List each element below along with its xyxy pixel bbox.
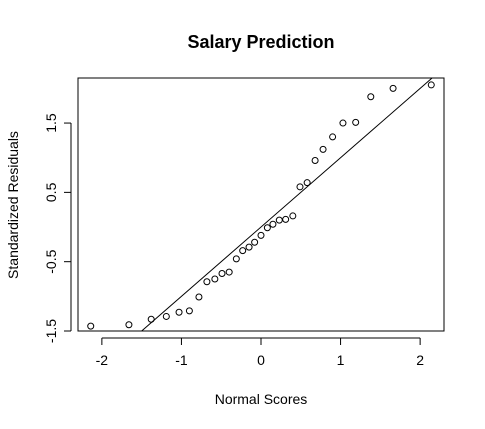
- reference-line: [140, 78, 433, 331]
- x-tick-label: 0: [257, 352, 265, 368]
- data-point: [218, 269, 226, 277]
- chart-title: Salary Prediction: [187, 32, 334, 52]
- data-point: [296, 183, 304, 191]
- data-point: [203, 278, 211, 286]
- y-tick-label: -0.5: [43, 249, 59, 273]
- data-point: [311, 156, 319, 164]
- data-point: [251, 238, 259, 246]
- data-point: [147, 315, 155, 323]
- data-point: [87, 322, 95, 330]
- data-point: [125, 321, 133, 329]
- x-tick-label: 1: [337, 352, 345, 368]
- y-axis-label: Standardized Residuals: [5, 131, 21, 279]
- data-point: [232, 255, 240, 263]
- data-point: [329, 133, 337, 141]
- data-point: [211, 275, 219, 283]
- data-point: [303, 179, 311, 187]
- y-tick-label: 1.5: [43, 113, 59, 133]
- data-point: [275, 216, 283, 224]
- reference-line-layer: [140, 78, 433, 331]
- data-point: [175, 308, 183, 316]
- y-tick-label: 0.5: [43, 182, 59, 202]
- data-point: [289, 212, 297, 220]
- x-axis-label: Normal Scores: [215, 391, 308, 407]
- x-axis: -2 -1 0 1 2: [96, 337, 424, 368]
- data-point: [257, 231, 265, 239]
- data-point: [367, 93, 375, 101]
- data-point: [389, 84, 397, 92]
- data-point: [195, 293, 203, 301]
- x-tick-label: -1: [175, 352, 188, 368]
- x-tick-label: -2: [96, 352, 109, 368]
- data-point: [162, 312, 170, 320]
- data-point: [263, 224, 271, 232]
- data-point: [225, 268, 233, 276]
- data-point: [339, 119, 347, 127]
- points-layer: [87, 81, 435, 330]
- y-tick-label: -1.5: [43, 319, 59, 343]
- data-point: [185, 307, 193, 315]
- data-point: [427, 81, 435, 89]
- data-point: [245, 243, 253, 251]
- data-point: [239, 247, 247, 255]
- data-point: [352, 118, 360, 126]
- y-axis: -1.5 -0.5 0.5 1.5: [43, 113, 72, 343]
- data-point: [269, 220, 277, 228]
- x-tick-label: 2: [416, 352, 424, 368]
- plot-frame: [77, 77, 445, 332]
- data-point: [319, 145, 327, 153]
- data-point: [282, 215, 290, 223]
